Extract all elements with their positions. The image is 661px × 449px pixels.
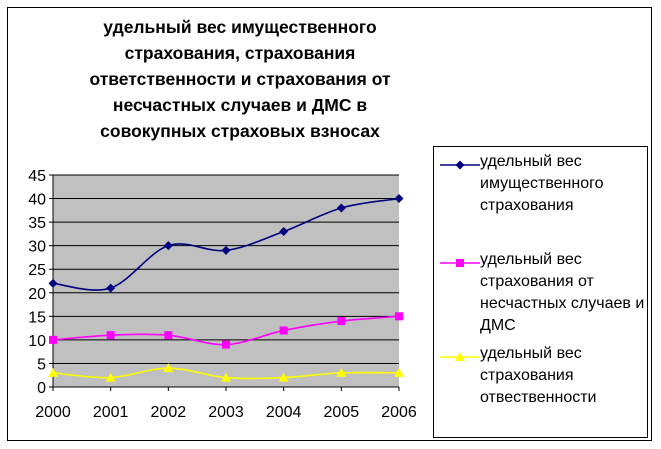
legend-key-marker bbox=[456, 259, 464, 267]
legend: удельный вес имущественного страхования у… bbox=[433, 146, 648, 438]
legend-label: удельный вес страхования от несчастных с… bbox=[480, 251, 645, 334]
legend-key bbox=[440, 259, 480, 267]
data-point bbox=[48, 278, 58, 288]
series-3 bbox=[48, 363, 404, 382]
data-point bbox=[395, 312, 403, 321]
data-point bbox=[164, 331, 173, 340]
legend-item: удельный вес страхования отвественности bbox=[434, 343, 647, 433]
y-tick-label: 35 bbox=[28, 215, 46, 232]
data-point bbox=[337, 317, 346, 326]
legend-key-marker bbox=[455, 352, 465, 361]
data-point bbox=[163, 241, 173, 251]
data-point bbox=[221, 245, 231, 255]
y-tick-label: 15 bbox=[28, 309, 46, 326]
x-tick-label: 2004 bbox=[266, 404, 302, 421]
data-point bbox=[163, 363, 174, 373]
x-tick-label: 2003 bbox=[208, 404, 244, 421]
data-point bbox=[279, 326, 288, 335]
axes: 0 5 10 15 20 25 30 35 40 45 2000 2001 2002 2003 2004 20… bbox=[28, 168, 417, 421]
data-point bbox=[222, 340, 230, 349]
data-point bbox=[336, 367, 347, 377]
x-tick-label: 2002 bbox=[151, 404, 187, 421]
chart-title: удельный вес имущественного страхования,… bbox=[89, 17, 391, 141]
data-point bbox=[48, 367, 58, 377]
data-point bbox=[221, 372, 231, 382]
legend-item: удельный вес страхования от несчастных с… bbox=[434, 249, 647, 339]
data-point bbox=[105, 372, 116, 382]
legend-key bbox=[440, 160, 480, 170]
legend-key-marker bbox=[455, 160, 465, 170]
data-point bbox=[49, 335, 57, 344]
legend-item: удельный вес имущественного страхования bbox=[434, 151, 647, 241]
legend-label: удельный вес страхования отвественности bbox=[480, 345, 597, 406]
data-point bbox=[106, 331, 115, 340]
gridlines bbox=[53, 174, 399, 364]
x-tick-label: 2006 bbox=[381, 404, 417, 421]
data-point bbox=[336, 203, 346, 213]
y-tick-label: 45 bbox=[28, 168, 46, 185]
data-point bbox=[394, 367, 404, 377]
x-tick-label: 2005 bbox=[324, 404, 360, 421]
data-point bbox=[394, 194, 404, 204]
y-tick-label: 5 bbox=[37, 356, 46, 373]
series-1 bbox=[48, 194, 404, 293]
y-tick-label: 10 bbox=[28, 333, 46, 350]
y-tick-label: 0 bbox=[37, 380, 46, 397]
x-tick-label: 2000 bbox=[35, 404, 71, 421]
data-point bbox=[278, 372, 289, 382]
legend-label: удельный вес имущественного страхования bbox=[480, 153, 604, 214]
y-tick-label: 30 bbox=[28, 239, 46, 256]
series-2 bbox=[49, 312, 403, 349]
data-point bbox=[279, 227, 289, 237]
series-group bbox=[48, 194, 404, 382]
y-tick-label: 20 bbox=[28, 286, 46, 303]
y-tick-label: 25 bbox=[28, 262, 46, 279]
x-tick-label: 2001 bbox=[93, 404, 129, 421]
y-tick-label: 40 bbox=[28, 192, 46, 209]
legend-key bbox=[440, 352, 480, 361]
data-point bbox=[106, 283, 116, 293]
